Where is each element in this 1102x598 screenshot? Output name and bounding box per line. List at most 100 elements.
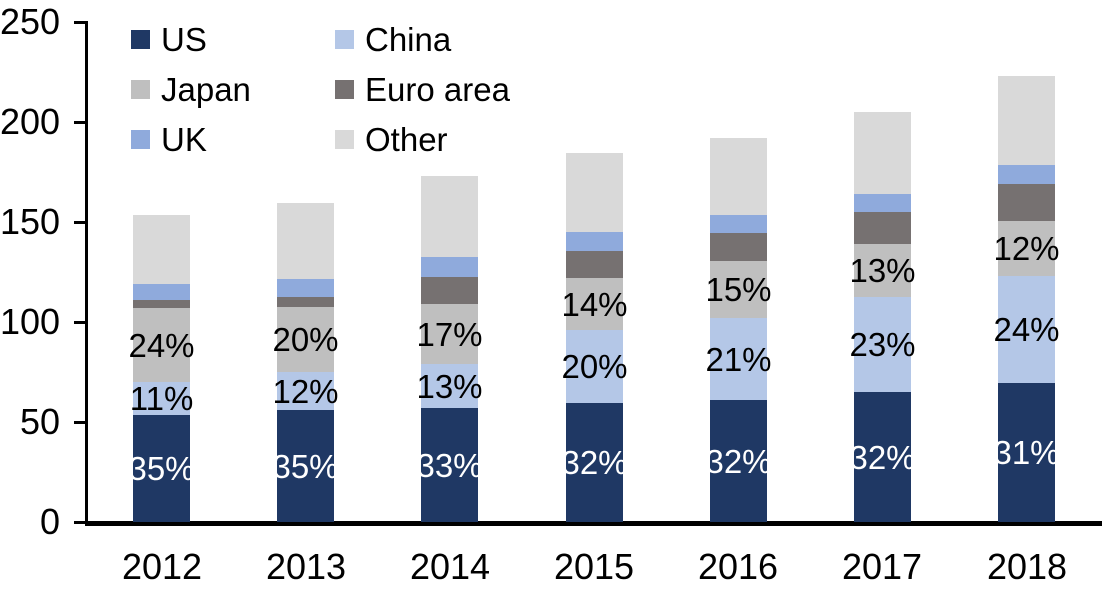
bar-data-label: 13%	[849, 252, 916, 289]
x-axis-line	[85, 521, 1102, 526]
bar-segment-uk	[710, 215, 767, 233]
bar-data-label: 32%	[561, 444, 628, 481]
bar-2018: 31% 24% 12%	[993, 76, 1060, 522]
bar-segment-japan: 24%	[128, 308, 195, 382]
bar-data-label: 31%	[993, 434, 1060, 471]
y-tick-mark	[74, 221, 86, 224]
bar-segment-euro-area	[710, 233, 767, 261]
bar-segment-china: 12%	[272, 372, 339, 410]
x-tick-label: 2012	[121, 546, 203, 587]
bar-data-label: 20%	[272, 321, 339, 358]
bar-2014: 33% 13% 17%	[416, 176, 483, 522]
bar-data-label: 32%	[849, 438, 916, 476]
bar-segment-us: 32%	[849, 392, 916, 522]
bar-segment-other	[566, 153, 623, 232]
legend-label: Other	[365, 120, 448, 158]
y-axis-line	[85, 21, 88, 524]
bar-segment-uk	[998, 165, 1055, 184]
legend-swatch-icon	[335, 79, 354, 99]
bar-data-label: 24%	[993, 311, 1060, 348]
bar-segment-china: 20%	[561, 330, 628, 403]
bar-data-label: 13%	[416, 367, 483, 405]
bar-segment-japan: 15%	[705, 261, 772, 318]
legend-label: Euro area	[365, 70, 510, 108]
bar-data-label: 33%	[416, 446, 483, 484]
y-tick-label: 150	[0, 201, 61, 242]
legend-item-uk: UK	[131, 123, 335, 156]
bar-segment-uk	[133, 284, 190, 300]
legend-item-euro-area: Euro area	[335, 73, 510, 106]
bar-segment-other	[854, 112, 911, 194]
legend-item-china: China	[335, 23, 510, 56]
bar-2017: 32% 23% 13%	[849, 112, 916, 522]
bar-segment-euro-area	[133, 300, 190, 308]
bar-data-label: 24%	[128, 326, 195, 364]
bar-segment-uk	[854, 194, 911, 212]
bar-segment-japan: 14%	[561, 278, 628, 330]
bar-data-label: 14%	[561, 285, 628, 323]
y-tick-mark	[74, 521, 86, 524]
bar-segment-china: 13%	[416, 364, 483, 408]
bar-data-label: 21%	[705, 340, 772, 378]
bar-segment-euro-area	[277, 297, 334, 307]
x-tick-label: 2017	[841, 546, 923, 587]
bar-data-label: 35%	[128, 450, 195, 487]
bar-segment-china: 21%	[705, 318, 772, 400]
x-tick-label: 2015	[553, 546, 635, 587]
y-tick-mark	[74, 321, 86, 324]
bar-segment-uk	[421, 257, 478, 277]
legend-swatch-icon	[131, 79, 150, 99]
bar-segment-us: 32%	[705, 400, 772, 522]
bar-data-label: 23%	[849, 326, 916, 363]
bar-segment-uk	[277, 279, 334, 297]
y-tick-mark	[74, 421, 86, 424]
bar-2013: 35% 12% 20%	[272, 203, 339, 522]
legend-item-other: Other	[335, 123, 510, 156]
bar-2016: 32% 21% 15%	[705, 138, 772, 522]
y-tick-label: 250	[0, 1, 61, 42]
bar-2015: 32% 20% 14%	[561, 153, 628, 522]
legend-item-us: US	[131, 23, 335, 56]
bar-data-label: 11%	[129, 380, 194, 417]
bar-segment-uk	[566, 232, 623, 251]
bar-segment-japan: 12%	[993, 221, 1060, 276]
bar-data-label: 17%	[416, 315, 483, 353]
bar-segment-china: 24%	[993, 276, 1060, 383]
bar-segment-euro-area	[566, 251, 623, 278]
bar-data-label: 20%	[561, 348, 628, 385]
bar-segment-us: 33%	[416, 408, 483, 522]
bar-segment-euro-area	[421, 277, 478, 304]
bar-data-label: 35%	[272, 447, 339, 485]
bar-2012: 35% 11% 24%	[128, 215, 195, 522]
bar-segment-other	[277, 203, 334, 279]
legend-label: China	[365, 20, 452, 58]
bar-segment-japan: 20%	[272, 307, 339, 372]
legend: US China Japan Euro area UK Other	[131, 14, 510, 164]
bar-segment-us: 35%	[128, 415, 195, 522]
bar-segment-other	[133, 215, 190, 284]
y-tick-label: 0	[39, 501, 60, 542]
bar-segment-china: 11%	[130, 382, 193, 415]
bar-segment-japan: 17%	[416, 304, 483, 364]
y-tick-label: 200	[0, 101, 61, 142]
legend-swatch-icon	[335, 129, 354, 149]
bar-segment-us: 35%	[272, 410, 339, 522]
legend-label: UK	[161, 120, 207, 158]
legend-label: Japan	[161, 70, 251, 108]
legend-swatch-icon	[131, 129, 150, 149]
bar-segment-other	[421, 176, 478, 257]
bar-segment-other	[710, 138, 767, 215]
bar-data-label: 12%	[272, 372, 339, 410]
legend-swatch-icon	[131, 29, 150, 49]
bar-segment-japan: 13%	[849, 244, 916, 297]
x-tick-label: 2014	[409, 546, 491, 587]
x-tick-label: 2018	[986, 546, 1068, 587]
bar-data-label: 32%	[705, 442, 772, 480]
legend-swatch-icon	[335, 29, 354, 49]
y-tick-mark	[74, 121, 86, 124]
bar-data-label: 12%	[993, 230, 1060, 267]
bar-segment-euro-area	[998, 184, 1055, 221]
bar-segment-other	[998, 76, 1055, 165]
bar-segment-china: 23%	[849, 297, 916, 392]
